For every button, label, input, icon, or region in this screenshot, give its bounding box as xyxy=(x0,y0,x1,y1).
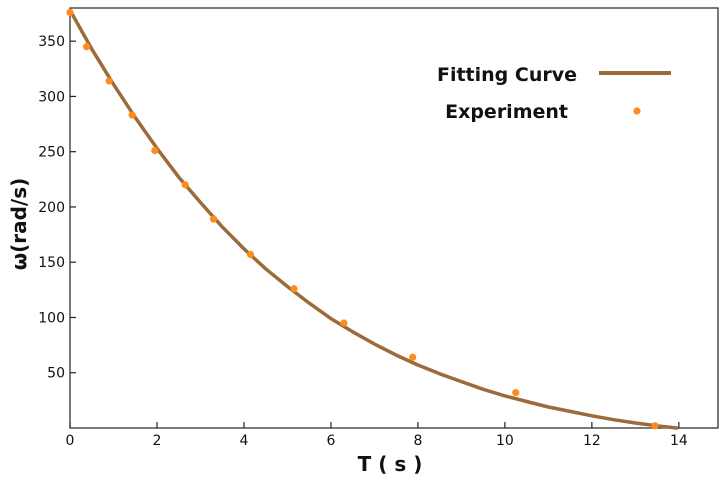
x-tick-label: 6 xyxy=(326,433,335,449)
series-layer xyxy=(66,8,679,430)
plot-frame xyxy=(69,7,719,429)
experiment-point xyxy=(66,8,74,17)
x-tick-label: 8 xyxy=(413,433,422,449)
experiment-point xyxy=(246,250,255,259)
legend-label-fitting-curve: Fitting Curve xyxy=(437,64,577,86)
x-tick-label: 10 xyxy=(496,433,514,449)
x-tick-label: 12 xyxy=(583,433,601,449)
experiment-point xyxy=(209,215,218,223)
y-tick-label: 200 xyxy=(38,200,65,216)
fitting-curve-line xyxy=(68,8,679,430)
y-tick-label: 250 xyxy=(38,145,65,161)
plot-area xyxy=(69,7,719,429)
experiment-point xyxy=(512,389,520,397)
experiment-point xyxy=(651,422,659,430)
experiment-point xyxy=(128,111,136,119)
y-axis-label: ω(rad/s) xyxy=(7,178,31,271)
y-tick-label: 150 xyxy=(38,255,65,271)
y-tick-label: 350 xyxy=(38,34,65,50)
legend: Fitting Curve Experiment xyxy=(437,64,671,123)
experiment-point xyxy=(409,353,417,361)
x-tick-label: 0 xyxy=(66,433,75,449)
x-tick-label: 14 xyxy=(670,433,688,449)
experiment-point xyxy=(290,285,298,293)
x-axis-label: T ( s ) xyxy=(358,452,423,476)
x-tick-label: 4 xyxy=(239,433,248,449)
x-tick-label: 2 xyxy=(153,433,162,449)
y-tick-label: 100 xyxy=(38,310,65,326)
axis-ticks: 0 2 4 6 8 10 12 14 50 100 150 200 250 300 350 xyxy=(38,34,688,449)
y-tick-label: 50 xyxy=(47,366,65,382)
experiment-point xyxy=(151,146,159,155)
legend-swatch-experiment xyxy=(633,107,641,115)
y-tick-label: 300 xyxy=(38,89,65,105)
legend-label-experiment: Experiment xyxy=(445,101,568,123)
experiment-point xyxy=(105,77,113,85)
experiment-point xyxy=(82,43,91,51)
experiment-point xyxy=(340,319,348,327)
experiment-point xyxy=(181,181,189,189)
